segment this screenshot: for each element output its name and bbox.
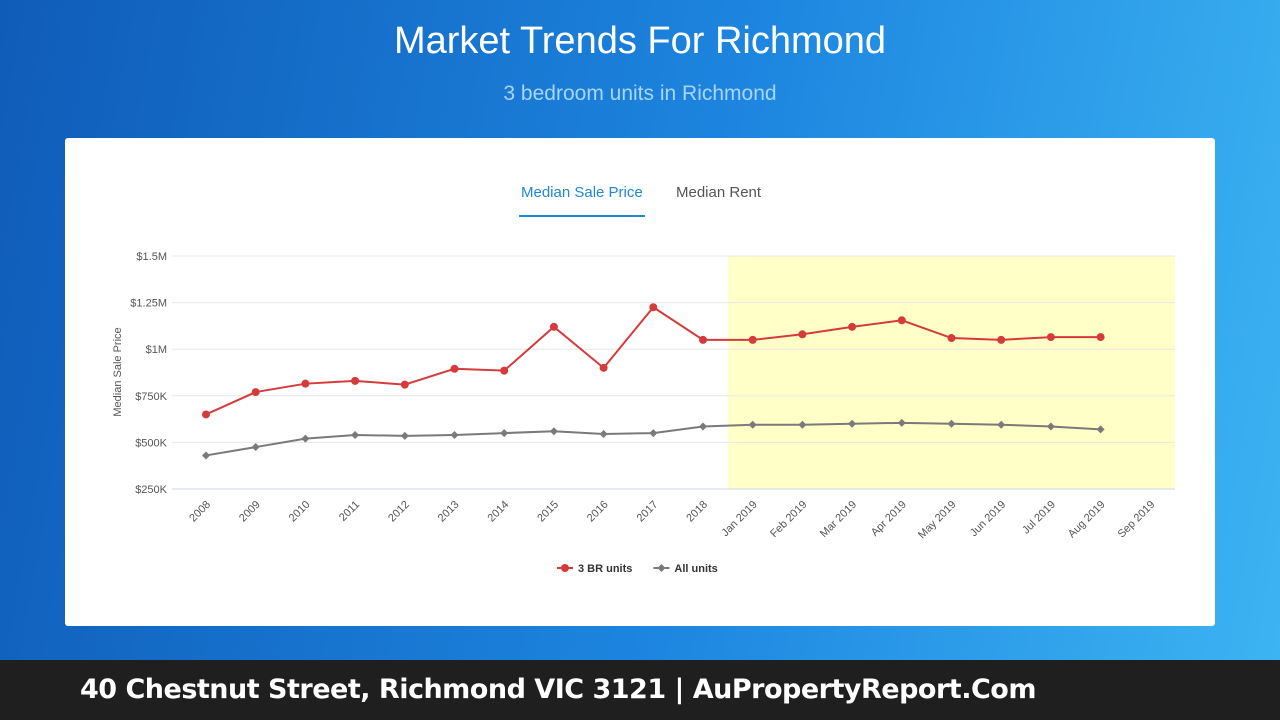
x-tick-label: Jul 2019 [1020, 499, 1058, 537]
legend-item[interactable]: 3 BR units [557, 563, 632, 575]
data-point [202, 451, 210, 460]
y-tick-label: $750K [135, 391, 167, 403]
data-point [748, 335, 757, 344]
x-tick-label: 2009 [237, 499, 263, 525]
data-point [649, 303, 658, 312]
x-tick-label: Mar 2019 [818, 499, 859, 540]
data-point [1096, 425, 1105, 434]
y-tick-label: $250K [135, 484, 167, 496]
data-point [798, 420, 807, 429]
data-point [450, 430, 459, 439]
data-point [599, 430, 608, 439]
legend-marker [657, 564, 666, 572]
legend-label: All units [674, 563, 717, 575]
data-point [202, 410, 210, 419]
x-tick-label: Sep 2019 [1116, 499, 1158, 541]
data-point [897, 418, 906, 427]
x-tick-label: May 2019 [916, 499, 959, 542]
data-point [798, 330, 807, 339]
data-point [599, 363, 608, 372]
data-point [848, 419, 857, 428]
x-tick-label: 2012 [386, 499, 412, 525]
data-point [997, 335, 1006, 344]
data-point [649, 429, 658, 438]
page-subtitle: 3 bedroom units in Richmond [503, 82, 777, 105]
tab[interactable]: Median Rent [676, 184, 762, 201]
data-point [1046, 422, 1055, 431]
x-tick-label: Feb 2019 [768, 499, 809, 540]
data-point [500, 429, 509, 438]
footer-text: 40 Chestnut Street, Richmond VIC 3121 | … [80, 674, 1036, 705]
data-point [549, 322, 558, 331]
page-title: Market Trends For Richmond [393, 20, 887, 62]
x-tick-label: 2018 [684, 499, 710, 525]
data-point [947, 334, 956, 343]
data-point [400, 380, 409, 389]
y-tick-label: $500K [135, 437, 167, 449]
data-point [1046, 333, 1055, 342]
data-point [549, 427, 558, 436]
x-tick-label: 2010 [287, 499, 313, 525]
y-axis-label: Median Sale Price [112, 327, 124, 416]
footer-bar: 40 Chestnut Street, Richmond VIC 3121 | … [0, 660, 1280, 720]
y-tick-label: $1M [146, 344, 167, 356]
data-point [351, 376, 360, 385]
x-tick-label: Jan 2019 [719, 499, 759, 539]
data-point [997, 420, 1006, 429]
data-point [301, 434, 310, 443]
highlight-region [727, 256, 1175, 489]
x-tick-label: 2016 [585, 499, 611, 525]
data-point [500, 366, 509, 375]
tab[interactable]: Median Sale Price [519, 184, 645, 217]
data-point [947, 419, 956, 428]
y-tick-label: $1.5M [136, 251, 167, 263]
x-tick-label: Jun 2019 [968, 499, 1008, 539]
x-tick-label: 2011 [337, 499, 362, 524]
x-tick-label: Apr 2019 [869, 499, 909, 539]
data-point [251, 388, 260, 397]
x-tick-label: 2014 [486, 499, 512, 525]
data-point [450, 364, 459, 373]
x-tick-label: Aug 2019 [1066, 499, 1108, 541]
x-tick-label: 2008 [187, 499, 213, 525]
legend-marker [561, 564, 569, 572]
data-point [251, 443, 260, 452]
legend-label: 3 BR units [578, 563, 632, 575]
legend-item[interactable]: All units [653, 563, 718, 575]
data-point [301, 379, 310, 388]
x-tick-label: 2013 [436, 499, 462, 525]
data-point [351, 430, 360, 439]
data-point [748, 420, 757, 429]
data-point [848, 322, 857, 331]
x-tick-label: 2015 [535, 499, 561, 525]
data-point [1096, 333, 1105, 342]
x-tick-label: 2017 [635, 499, 661, 525]
data-point [897, 316, 906, 325]
data-point [699, 335, 707, 344]
data-point [699, 422, 707, 431]
data-point [400, 431, 409, 440]
y-tick-label: $1.25M [130, 298, 167, 310]
